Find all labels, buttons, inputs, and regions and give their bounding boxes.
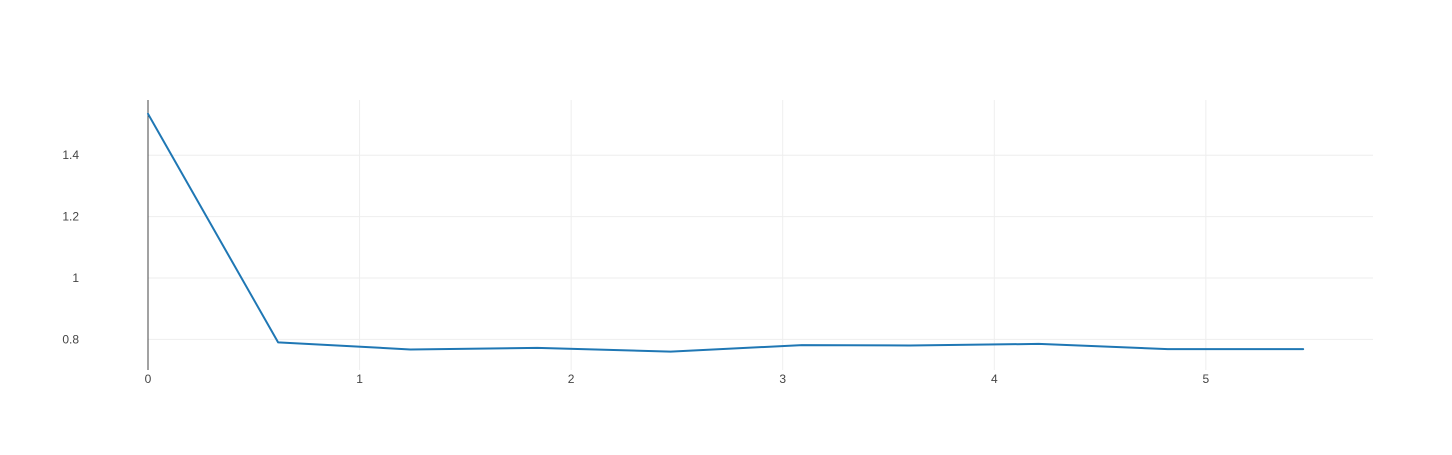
series [147, 112, 1305, 353]
x-tick-label: 3 [779, 372, 786, 386]
grid [148, 100, 1373, 370]
y-tick-label: 1 [72, 271, 79, 285]
x-tick-label: 0 [145, 372, 152, 386]
series-line [147, 112, 1305, 353]
y-tick-label: 0.8 [62, 332, 79, 346]
x-tick-label: 1 [356, 372, 363, 386]
y-tick-label: 1.4 [62, 148, 79, 162]
tick-labels: 0 1 2 3 4 5 0.8 1 1.2 1.4 [62, 148, 1209, 386]
x-tick-label: 4 [991, 372, 998, 386]
x-tick-label: 5 [1203, 372, 1210, 386]
x-tick-label: 2 [568, 372, 575, 386]
y-tick-label: 1.2 [62, 210, 79, 224]
